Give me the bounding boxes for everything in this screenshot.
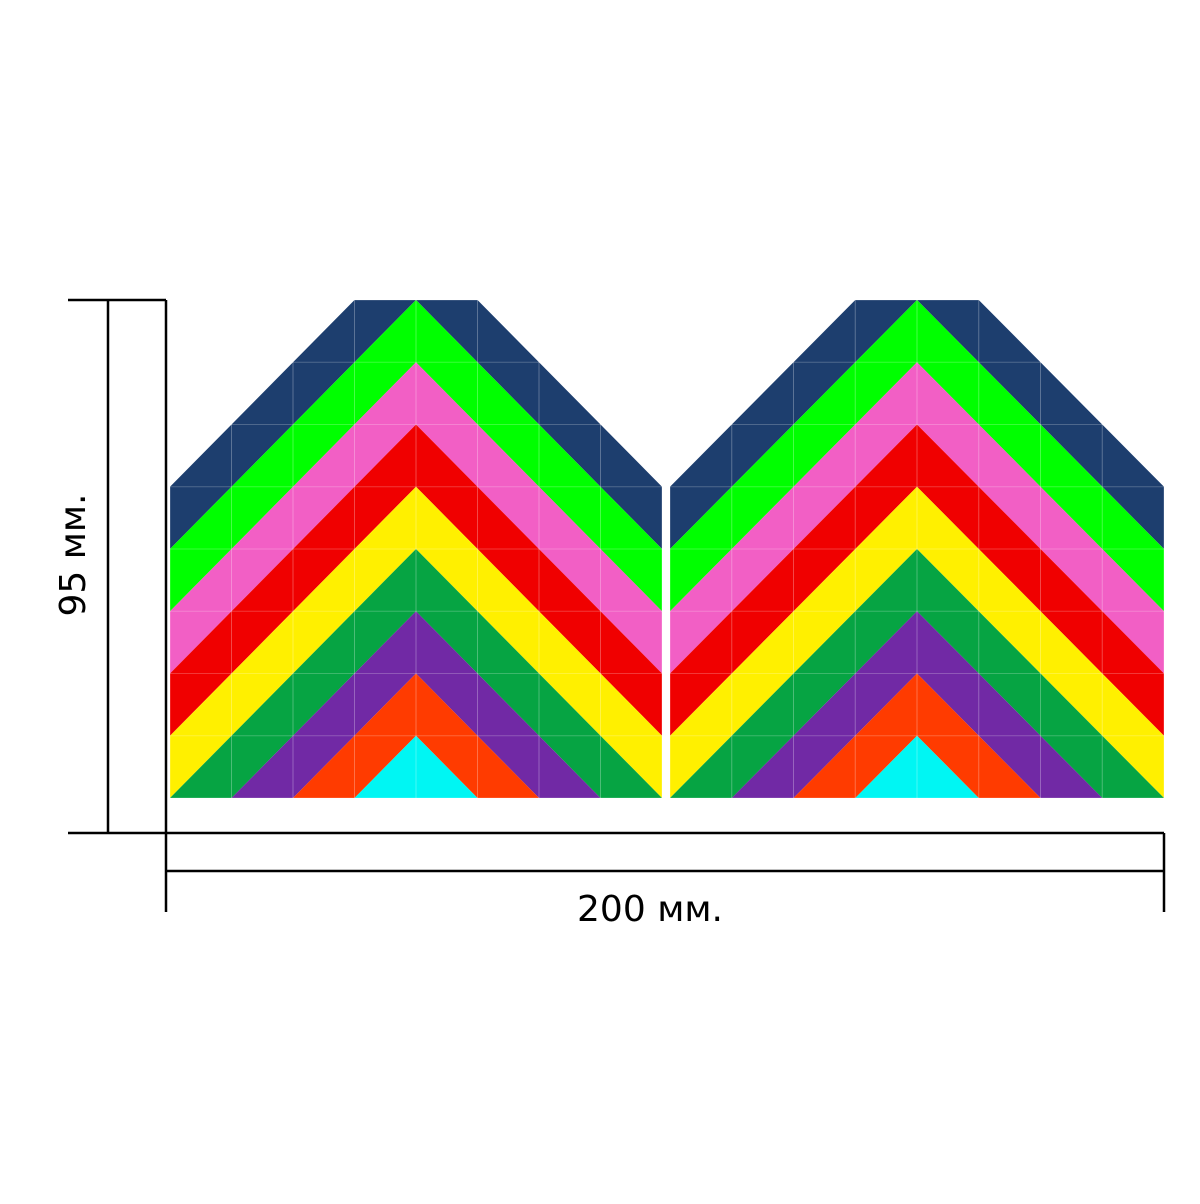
height-dimension-line (68, 298, 168, 835)
chevron-stripe (170, 300, 662, 549)
chevron-stripe (354, 735, 478, 798)
chevron-stripe (670, 549, 1164, 798)
chevron-tile-right (660, 300, 1174, 1201)
chevron-stripe (731, 611, 1103, 798)
chevron-stripe (660, 923, 1174, 1201)
width-dimension-label: 200 мм. (577, 889, 723, 930)
chevron-stripe (160, 798, 672, 1119)
chevron-stripe (160, 923, 672, 1201)
width-dimension-line (164, 831, 1166, 912)
chevron-stripe (855, 735, 979, 798)
chevron-stripe (231, 611, 601, 798)
chevron-stripe (660, 798, 1174, 1119)
chevron-stripe (670, 300, 1164, 550)
chevron-tile-left (160, 300, 672, 1201)
height-dimension-label: 95 мм. (53, 493, 94, 617)
